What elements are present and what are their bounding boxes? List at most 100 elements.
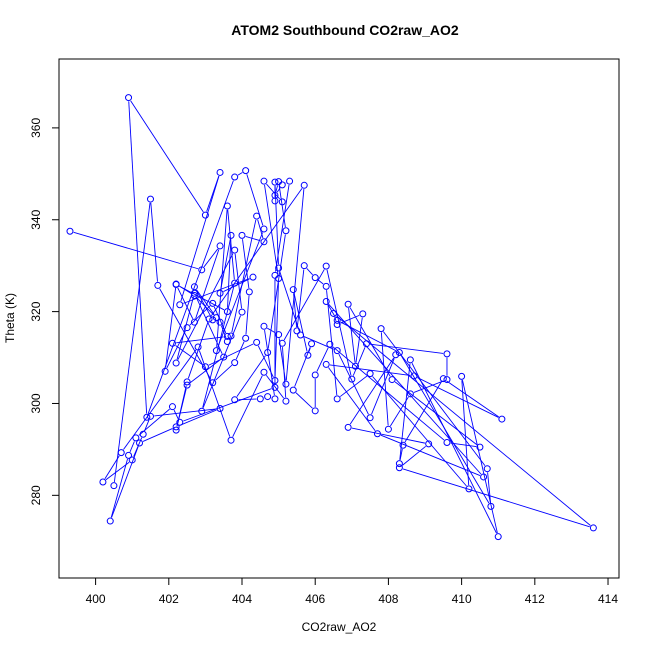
data-point — [198, 266, 206, 274]
data-point — [366, 414, 374, 422]
data-point — [289, 286, 297, 294]
series-segment — [235, 341, 245, 360]
series-segment — [417, 377, 499, 418]
y-tick-label: 280 — [29, 485, 43, 505]
data-point — [487, 502, 495, 510]
series-segment — [110, 458, 128, 518]
series-segment — [383, 331, 486, 466]
series-segment — [179, 285, 225, 311]
series-segment — [317, 279, 324, 285]
y-tick-label: 360 — [29, 118, 43, 138]
series-segment — [245, 236, 261, 242]
series-segment — [150, 202, 158, 282]
data-point — [66, 227, 74, 235]
data-point — [410, 372, 418, 380]
data-point — [223, 308, 231, 316]
data-point — [395, 460, 403, 468]
data-point — [209, 316, 217, 324]
series-segment — [208, 343, 254, 366]
data-point — [198, 407, 206, 415]
x-tick-label: 404 — [232, 592, 252, 606]
data-point — [271, 395, 279, 403]
data-point — [260, 322, 268, 330]
series-segment — [206, 175, 220, 212]
series-segment — [166, 330, 186, 369]
data-point — [589, 524, 597, 532]
data-point — [399, 441, 407, 449]
data-point — [223, 332, 231, 340]
data-point — [216, 242, 224, 250]
data-point — [183, 324, 191, 332]
x-tick-label: 410 — [452, 592, 472, 606]
series-segment — [217, 232, 264, 348]
data-point — [209, 299, 217, 307]
x-tick-label: 402 — [159, 592, 179, 606]
data-point — [227, 332, 235, 340]
data-point — [176, 301, 184, 309]
data-point — [117, 449, 125, 457]
series-segment — [195, 289, 212, 317]
series-segment — [202, 286, 235, 408]
data-point — [333, 395, 341, 403]
data-point — [260, 238, 268, 246]
series-segment — [332, 346, 445, 441]
data-point — [147, 412, 155, 420]
x-tick-label: 406 — [305, 592, 325, 606]
data-point — [311, 371, 319, 379]
series-segment — [179, 285, 192, 294]
series-segment — [236, 355, 266, 397]
series-segment — [355, 317, 363, 363]
series-segment — [142, 428, 173, 442]
series-segment — [105, 461, 130, 481]
data-point — [377, 325, 385, 333]
data-point — [231, 246, 239, 254]
series-segment — [133, 437, 143, 457]
data-point — [330, 309, 338, 317]
data-point — [264, 348, 272, 356]
data-point — [392, 351, 400, 359]
series-segment — [283, 269, 325, 341]
data-point — [110, 482, 118, 490]
series-segment — [232, 375, 263, 437]
data-point — [136, 439, 144, 447]
data-point — [439, 375, 447, 383]
series-segment — [176, 336, 224, 344]
y-tick-label: 320 — [29, 301, 43, 321]
x-tick-label: 412 — [525, 592, 545, 606]
series-segment — [349, 307, 391, 377]
data-point — [201, 211, 209, 219]
data-point — [395, 348, 403, 356]
data-point — [406, 356, 414, 364]
series-segment — [462, 379, 498, 534]
data-point — [190, 292, 198, 300]
data-point — [264, 393, 272, 401]
series-segment — [336, 315, 591, 526]
data-point — [322, 282, 330, 290]
series-segment — [220, 325, 227, 339]
series-segment — [267, 234, 286, 349]
data-point — [242, 167, 250, 175]
data-point — [322, 360, 330, 368]
series-segment — [147, 180, 234, 414]
data-point — [271, 197, 279, 205]
series-segment — [264, 184, 279, 275]
data-point — [458, 372, 466, 380]
data-point — [304, 351, 312, 359]
data-point — [278, 181, 286, 189]
data-point — [297, 331, 305, 339]
data-point — [231, 279, 239, 287]
chart-title: ATOM2 Southbound CO2raw_AO2 — [231, 22, 459, 38]
series-segment — [123, 349, 197, 450]
data-point — [245, 288, 253, 296]
series-segment — [339, 375, 368, 397]
data-point — [238, 308, 246, 316]
series-segment — [276, 187, 281, 193]
data-point — [260, 368, 268, 376]
series-segment — [349, 357, 395, 425]
series-segment — [159, 288, 212, 380]
data-point — [289, 386, 297, 394]
series-segment — [195, 249, 220, 319]
data-point — [183, 378, 191, 386]
series-segment — [293, 293, 308, 352]
